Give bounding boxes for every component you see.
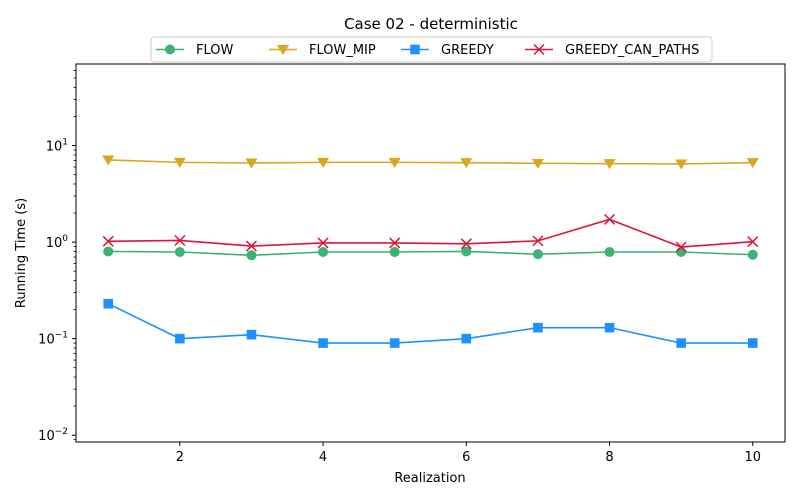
y-tick-label: 10−2: [38, 427, 68, 444]
x-tick-label: 10: [744, 450, 761, 465]
data-point-flow: [676, 246, 687, 257]
legend-label: FLOW_MIP: [309, 43, 376, 58]
legend: FLOW FLOW_MIP GREEDY GREEDY_CAN_PATHS: [150, 36, 713, 63]
data-point-greedy-can-paths: [245, 240, 257, 252]
legend-label: FLOW: [196, 43, 233, 58]
data-point-greedy-can-paths: [317, 237, 329, 249]
data-point-greedy: [318, 338, 328, 348]
legend-entry-flow-mip: FLOW_MIP: [269, 43, 376, 58]
data-point-flow-mip: [460, 158, 473, 169]
data-point-flow: [174, 246, 185, 257]
data-point-greedy: [246, 329, 257, 340]
data-point-greedy: [604, 322, 615, 333]
y-axis-label: Running Time (s): [14, 198, 29, 308]
data-point-greedy-can-paths: [532, 235, 544, 247]
data-point-flow: [103, 246, 114, 257]
data-point-greedy: [103, 298, 114, 309]
x-tick-label: 2: [176, 450, 184, 465]
data-point-flow-mip: [746, 158, 759, 169]
y-tick-label: 10−1: [38, 331, 68, 348]
legend-entry-greedy-can-paths: GREEDY_CAN_PATHS: [525, 43, 699, 58]
x-axis-label: Realization: [394, 471, 465, 486]
data-point-flow-mip: [675, 159, 688, 170]
legend-marker: [410, 44, 420, 55]
data-point-greedy: [389, 338, 400, 348]
legend-label: GREEDY: [441, 43, 494, 58]
x-tick-label: 4: [319, 450, 327, 465]
data-point-greedy: [676, 338, 686, 348]
data-point-greedy-can-paths: [102, 235, 114, 247]
series-flow-mip: [102, 155, 759, 170]
y-tick-label: 101: [46, 138, 68, 155]
data-point-flow: [461, 246, 472, 257]
data-point-greedy: [461, 333, 472, 344]
data-point-flow-mip: [173, 157, 186, 168]
data-point-flow: [604, 246, 615, 257]
chart-title: Case 02 - deterministic: [344, 15, 518, 33]
data-point-flow: [318, 246, 329, 257]
data-point-flow-mip: [245, 158, 258, 169]
legend-label: GREEDY_CAN_PATHS: [565, 43, 699, 58]
series-flow: [103, 246, 758, 261]
data-point-greedy-can-paths: [675, 241, 687, 253]
legend-marker: [277, 45, 289, 55]
x-tick-label: 6: [462, 450, 470, 465]
data-point-greedy-can-paths: [604, 213, 616, 225]
legend-marker: [533, 43, 545, 56]
legend-marker: [165, 44, 175, 55]
plot-area-frame: [75, 63, 786, 443]
data-point-greedy-can-paths: [747, 236, 759, 248]
data-point-flow: [532, 249, 543, 260]
data-point-greedy-can-paths: [174, 234, 186, 247]
data-point-flow-mip: [388, 157, 401, 168]
series-line-greedy-can-paths: [108, 218, 753, 248]
series-greedy: [103, 298, 758, 348]
data-point-flow: [389, 246, 400, 257]
series-line-greedy: [107, 303, 753, 344]
legend-entry-greedy: GREEDY: [401, 43, 494, 58]
data-point-flow-mip: [603, 159, 616, 170]
legend-entry-flow: FLOW: [156, 43, 233, 58]
data-point-flow: [747, 249, 758, 260]
data-point-flow-mip: [531, 158, 544, 169]
y-tick-label: 100: [46, 234, 69, 251]
series-greedy-can-paths: [102, 213, 759, 253]
legend-frame: [150, 36, 713, 63]
data-point-flow-mip: [102, 155, 115, 166]
data-point-greedy: [175, 333, 185, 344]
data-point-greedy-can-paths: [460, 238, 472, 250]
data-point-flow-mip: [317, 157, 330, 168]
data-point-greedy: [533, 322, 543, 333]
data-point-greedy: [747, 338, 758, 348]
series-line-flow-mip: [108, 159, 753, 165]
data-point-greedy-can-paths: [389, 237, 401, 249]
data-point-flow: [246, 250, 257, 261]
series-line-flow: [108, 250, 753, 257]
x-tick-label: 8: [605, 450, 613, 465]
